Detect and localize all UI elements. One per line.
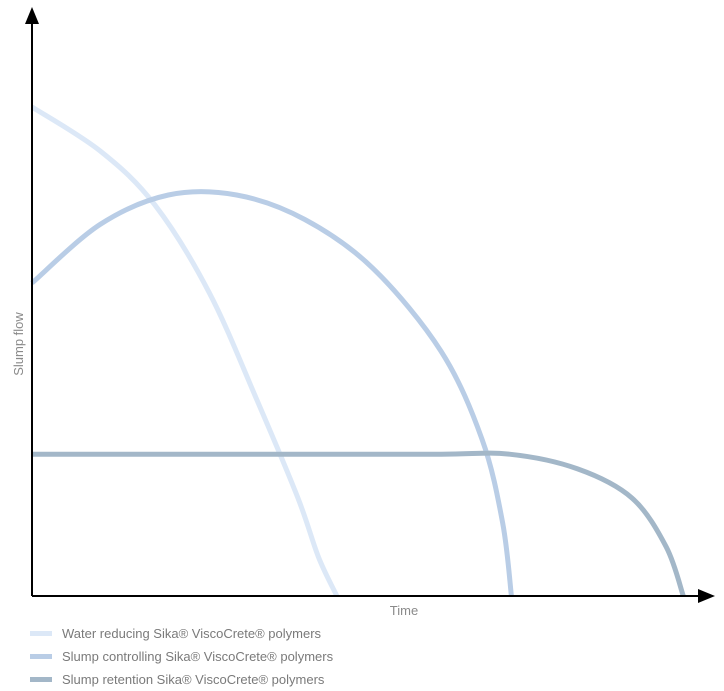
legend-item-slump-retention: Slump retention Sika® ViscoCrete® polyme… [30,668,333,691]
legend-label-slump-controlling: Slump controlling Sika® ViscoCrete® poly… [62,649,334,664]
legend-swatch-water-reducing [30,631,52,636]
series-line-slump-controlling [30,189,514,597]
legend-label-water-reducing: Water reducing Sika® ViscoCrete® polymer… [62,626,322,641]
x-axis-title: Time [390,603,418,618]
chart: Time Slump flow [11,7,715,618]
legend-swatch-slump-controlling [30,654,52,659]
legend-item-slump-controlling: Slump controlling Sika® ViscoCrete® poly… [30,645,333,668]
y-axis-arrow [25,7,39,24]
series-line-water-reducing [30,104,340,598]
axes [25,7,715,603]
legend-swatch-slump-retention [30,677,52,682]
legend-item-water-reducing: Water reducing Sika® ViscoCrete® polymer… [30,622,333,645]
legend: Water reducing Sika® ViscoCrete® polymer… [30,622,333,691]
series-layer [30,104,686,598]
series-line-slump-retention [32,450,686,597]
legend-label-slump-retention: Slump retention Sika® ViscoCrete® polyme… [62,672,325,687]
y-axis-title: Slump flow [11,312,26,376]
x-axis-arrow [698,589,715,603]
